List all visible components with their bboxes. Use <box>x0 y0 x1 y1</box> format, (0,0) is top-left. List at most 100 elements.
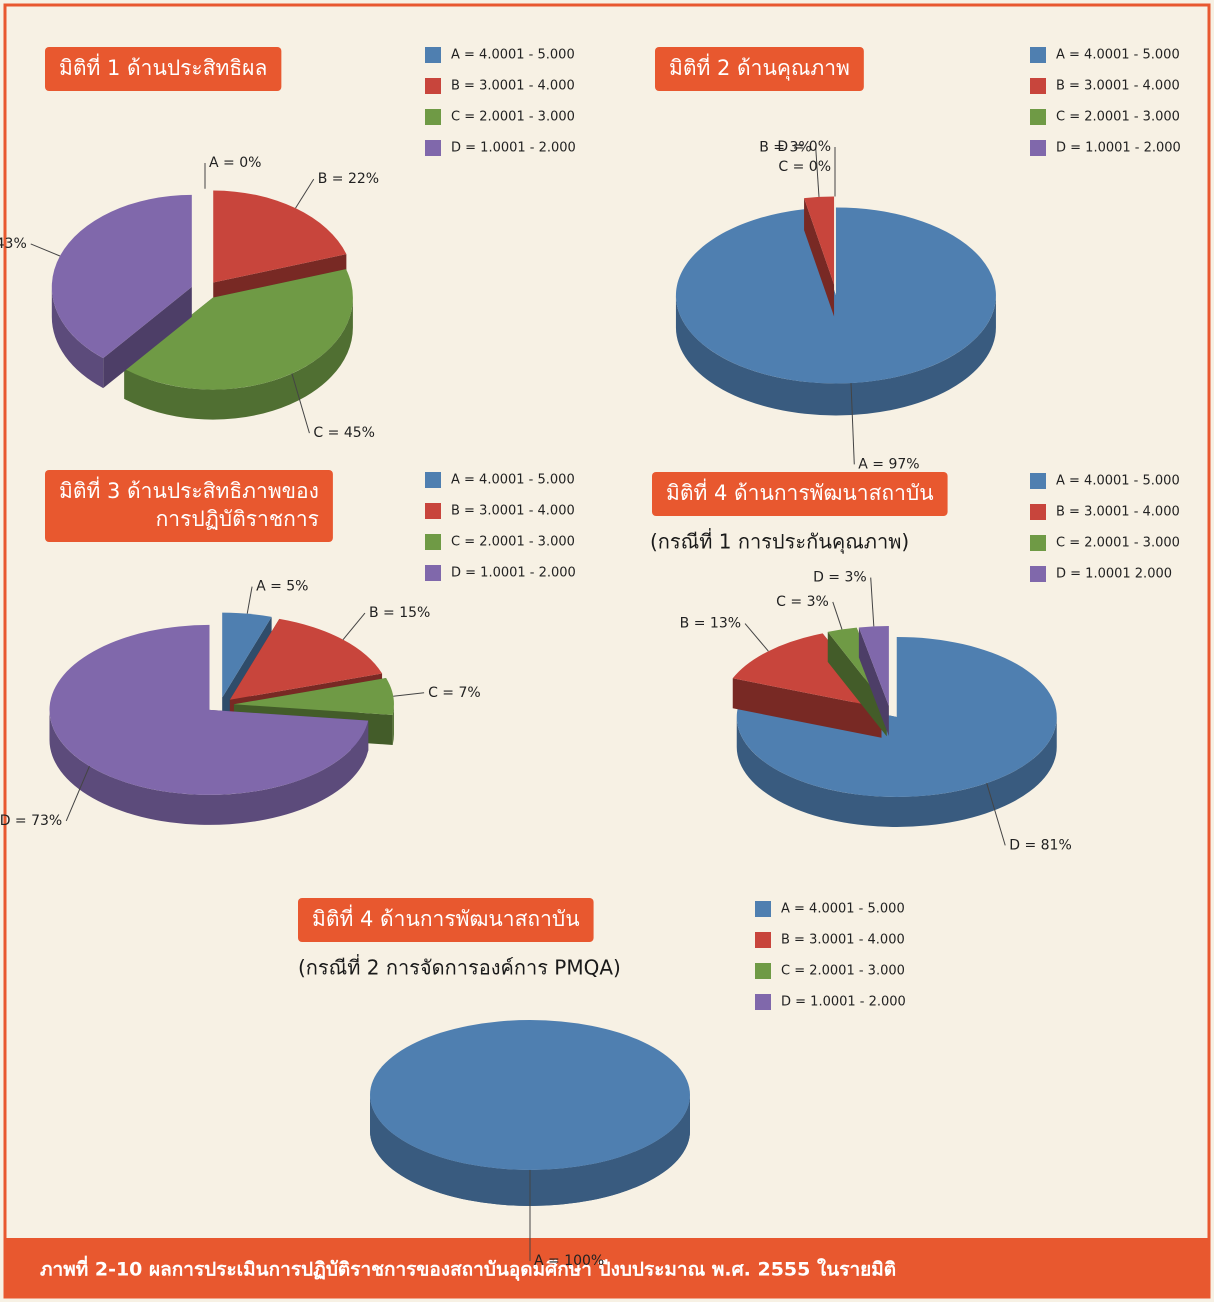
pie-top <box>233 678 394 715</box>
data-label: A = 0% <box>209 155 261 171</box>
pie-top <box>229 618 383 700</box>
legend-swatch <box>425 109 441 125</box>
pie-slice <box>49 624 369 825</box>
data-label: C = 3% <box>776 594 829 610</box>
pie-top <box>675 207 996 384</box>
pie-cut-face <box>732 678 882 738</box>
data-label: D = 81% <box>1009 837 1072 853</box>
title-background <box>298 898 594 942</box>
legend-swatch <box>425 503 441 519</box>
legend-swatch <box>755 901 771 917</box>
pie-side <box>736 716 1057 827</box>
data-label: C = 0% <box>778 159 831 175</box>
legend-label: C = 2.0001 - 3.000 <box>781 964 905 979</box>
pie-slice <box>675 207 996 416</box>
legend-swatch <box>1030 535 1046 551</box>
data-label: B = 13% <box>680 616 741 632</box>
data-label: D = 0% <box>777 139 831 155</box>
pie-top <box>213 190 347 283</box>
leader-line <box>30 243 61 257</box>
pie-cut-face <box>827 631 887 737</box>
leader-line <box>744 623 769 652</box>
pie-slice <box>858 626 889 737</box>
chart-title: การปฏิบัติราชการ <box>156 507 319 531</box>
pie-top <box>124 269 353 390</box>
data-label: C = 7% <box>428 685 481 701</box>
legend-label: D = 1.0001 - 2.000 <box>451 566 576 581</box>
pie-top <box>49 624 369 795</box>
legend-swatch <box>1030 504 1046 520</box>
pie-top <box>51 194 192 359</box>
legend-label: B = 3.0001 - 4.000 <box>1056 79 1180 94</box>
leader-line <box>342 612 366 640</box>
data-label: D = 43% <box>0 236 27 252</box>
data-label: C = 45% <box>313 425 375 441</box>
legend-label: C = 2.0001 - 3.000 <box>451 110 575 125</box>
chart-subtitle: (กรณีที่ 1 การประกันคุณภาพ) <box>650 528 909 555</box>
caption: ภาพที่ 2-10 ผลการประเมินการปฏิบัติราชการ… <box>40 1256 896 1282</box>
title-background <box>652 472 948 516</box>
caption-bar <box>5 1238 1209 1297</box>
chart-title: มิติที่ 4 ด้านการพัฒนาสถาบัน <box>666 478 934 505</box>
legend-swatch <box>1030 109 1046 125</box>
leader-line <box>850 383 855 465</box>
data-label: B = 22% <box>318 171 379 187</box>
legend-label: A = 4.0001 - 5.000 <box>1056 474 1180 489</box>
legend-label: B = 3.0001 - 4.000 <box>781 933 905 948</box>
legend-swatch <box>425 47 441 63</box>
leader-line <box>986 782 1006 846</box>
data-label: B = 3% <box>759 140 811 156</box>
pie-slice <box>124 269 353 420</box>
leader-line <box>246 586 253 614</box>
legend-label: A = 4.0001 - 5.000 <box>451 473 575 488</box>
legend-swatch <box>425 78 441 94</box>
legend-label: C = 2.0001 - 3.000 <box>451 535 575 550</box>
legend-swatch <box>1030 566 1046 582</box>
legend-label: D = 1.0001 - 2.000 <box>781 995 906 1010</box>
pie-side <box>51 286 104 389</box>
legend-swatch <box>1030 140 1046 156</box>
pie-slice <box>804 196 835 317</box>
pie-side <box>675 295 996 416</box>
legend-label: A = 4.0001 - 5.000 <box>1056 48 1180 63</box>
pie-cut-face <box>804 198 835 317</box>
title-background <box>45 470 333 542</box>
title-box: มิติที่ 4 ด้านการพัฒนาสถาบัน <box>298 898 594 942</box>
title-box: มิติที่ 2 ด้านคุณภาพ <box>655 47 864 91</box>
leader-line <box>870 577 875 627</box>
legend-swatch <box>1030 47 1046 63</box>
data-label: A = 97% <box>858 456 919 472</box>
leader-line <box>291 373 310 434</box>
pie-cut-face <box>858 627 889 737</box>
data-label: D = 73% <box>0 813 62 829</box>
pie-top <box>804 196 835 285</box>
leader-line <box>65 765 90 822</box>
legend-label: A = 4.0001 - 5.000 <box>781 902 905 917</box>
chart-title: มิติที่ 1 ด้านประสิทธิผล <box>59 53 267 80</box>
pie-top <box>222 612 272 698</box>
title-box: มิติที่ 3 ด้านประสิทธิภาพของการปฏิบัติรา… <box>45 470 333 542</box>
legend-swatch <box>755 963 771 979</box>
legend-label: B = 3.0001 - 4.000 <box>1056 505 1180 520</box>
title-box: มิติที่ 1 ด้านประสิทธิผล <box>45 47 282 91</box>
leader-line <box>393 692 425 697</box>
pie-cut-face <box>103 286 192 389</box>
chart-title: มิติที่ 2 ด้านคุณภาพ <box>669 53 850 81</box>
pie-slice <box>51 194 192 389</box>
data-label: A = 100% <box>534 1253 604 1269</box>
leader-line <box>815 147 820 197</box>
chart-subtitle: (กรณีที่ 2 การจัดการองค์การ PMQA) <box>298 954 621 980</box>
pie-side <box>370 1095 690 1206</box>
legend-label: D = 1.0001 2.000 <box>1056 567 1172 582</box>
pie-slice <box>370 1020 690 1206</box>
legend-swatch <box>425 534 441 550</box>
legend-swatch <box>755 932 771 948</box>
leader-line <box>832 601 843 630</box>
legend-label: C = 2.0001 - 3.000 <box>1056 536 1180 551</box>
data-label: D = 3% <box>813 570 867 586</box>
title-box: มิติที่ 4 ด้านการพัฒนาสถาบัน <box>652 472 948 516</box>
legend-swatch <box>425 472 441 488</box>
pie-side <box>392 704 394 745</box>
pie-side <box>124 297 353 420</box>
